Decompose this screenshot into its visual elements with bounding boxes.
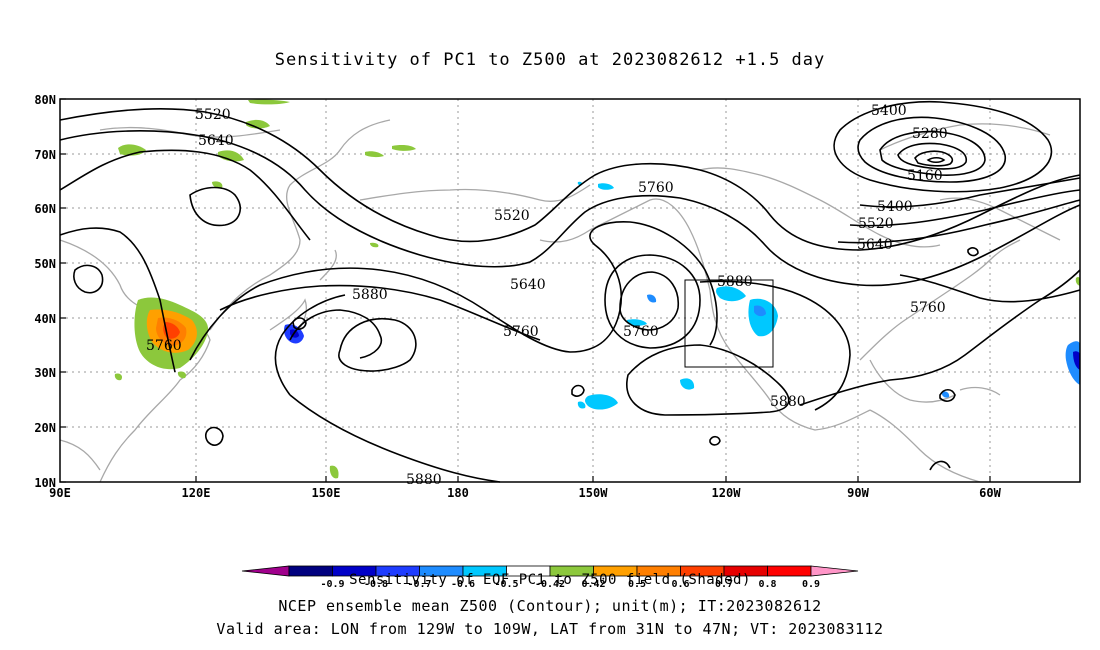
contour-label: 5760 [503, 324, 539, 340]
lon-label: 120E [182, 486, 211, 500]
lon-label: 180 [447, 486, 469, 500]
colorbar-tick-label: 0.9 [802, 579, 820, 590]
lat-label: 30N [34, 366, 56, 380]
lat-label: 10N [34, 476, 56, 490]
footer-valid-area-caption: Valid area: LON from 129W to 109W, LAT f… [216, 620, 884, 638]
z500-contours [59, 100, 1081, 483]
colorbar: -0.9 -0.8 -0.7 -0.6 -0.5 -0.42 0.42 0.5 0.6 0.7 0.… [241, 565, 859, 590]
lon-label: 60W [979, 486, 1001, 500]
colorbar-tick-label: 0.42 [581, 579, 605, 590]
contour-label: 5880 [717, 274, 753, 290]
lat-label: 50N [34, 257, 56, 271]
contour-label: 5520 [494, 208, 530, 224]
sensitivity-shading [114, 99, 1080, 479]
colorbar-tick-label: -0.6 [451, 579, 475, 590]
colorbar-tick-label: 0.6 [671, 579, 689, 590]
contour-label: 5400 [871, 103, 907, 119]
contour-label: 5880 [352, 287, 388, 303]
lat-label: 60N [34, 202, 56, 216]
colorbar-tick-label: -0.9 [320, 579, 344, 590]
lat-label: 40N [34, 312, 56, 326]
map-frame [59, 98, 1081, 483]
map-background [60, 99, 1080, 482]
lon-label: 150E [312, 486, 341, 500]
colorbar-high-extension [810, 565, 859, 577]
contour-label: 5520 [195, 107, 231, 123]
latitude-labels: 80N 70N 60N 50N 40N 30N 20N 10N [34, 93, 56, 490]
contour-label: 5760 [623, 324, 659, 340]
lon-label: 90E [49, 486, 71, 500]
map-title: Sensitivity of PC1 to Z500 at 2023082612… [274, 50, 826, 70]
colorbar-tick-label: -0.8 [364, 579, 388, 590]
tick-marks [60, 98, 991, 483]
colorbar-tick-label: -0.5 [494, 579, 518, 590]
gridlines [60, 99, 1080, 482]
colorbar-tick-label: 0.8 [758, 579, 776, 590]
lon-label: 90W [847, 486, 869, 500]
contour-label: 5160 [907, 168, 943, 184]
contour-label: 5880 [770, 394, 806, 410]
lat-label: 70N [34, 148, 56, 162]
lat-label: 20N [34, 421, 56, 435]
lat-label: 80N [34, 93, 56, 107]
contour-label: 5640 [510, 277, 546, 293]
contour-label: 5760 [638, 180, 674, 196]
contour-label: 5760 [910, 300, 946, 316]
longitude-labels: 90E 120E 150E 180 150W 120W 90W 60W [49, 486, 1001, 500]
contour-label: 5880 [406, 472, 442, 488]
valid-area-box [684, 279, 774, 368]
colorbar-tick-label: -0.7 [407, 579, 431, 590]
colorbar-tick-label: 0.5 [628, 579, 646, 590]
contour-labels: 5520 5640 5520 5640 5760 5760 5760 5880 … [146, 103, 948, 488]
contour-label: 5280 [912, 126, 948, 142]
footer-contour-caption: NCEP ensemble mean Z500 (Contour); unit(… [278, 597, 822, 615]
lon-label: 120W [712, 486, 742, 500]
contour-label: 5520 [858, 216, 894, 232]
contour-label: 5760 [146, 338, 182, 354]
contour-label: 5640 [857, 237, 893, 253]
colorbar-tick-label: 0.7 [715, 579, 733, 590]
contour-label: 5400 [877, 199, 913, 215]
colorbar-tick-label: -0.42 [535, 579, 565, 590]
lon-label: 150W [579, 486, 609, 500]
footer-shaded-caption: Sensitivity of EOF PC1 to Z500 field (Sh… [349, 572, 751, 588]
contour-label: 5640 [198, 133, 234, 149]
